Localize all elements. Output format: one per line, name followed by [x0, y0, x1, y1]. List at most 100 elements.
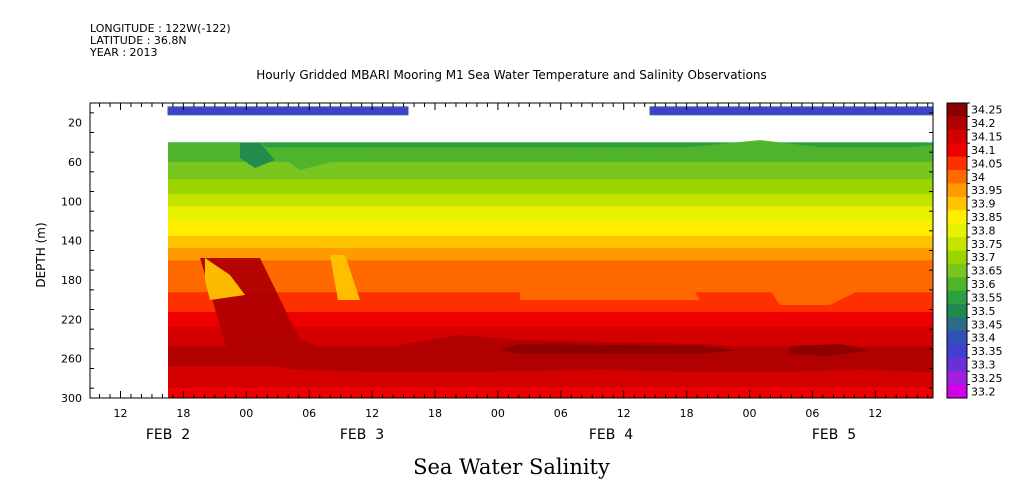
colorbar-swatch: [947, 143, 967, 158]
x-tick-label: 12: [114, 407, 128, 420]
colorbar-swatch: [947, 263, 967, 278]
contour-band: [168, 383, 933, 387]
colorbar-swatch: [947, 116, 967, 131]
y-tick-label: 300: [61, 392, 82, 405]
x-tick-label: 06: [805, 407, 819, 420]
colorbar-label: 33.6: [971, 278, 996, 291]
contour-band: [168, 314, 933, 318]
contour-band: [168, 193, 933, 198]
contour-band: [168, 378, 933, 382]
contour-band: [168, 339, 933, 343]
contour-band: [168, 166, 933, 170]
colorbar-swatch: [947, 103, 967, 117]
contour-band: [168, 201, 933, 205]
colorbar-swatch: [947, 384, 967, 399]
contour-band: [168, 144, 933, 148]
colorbar-swatch: [947, 250, 967, 265]
contour-feature: [330, 255, 360, 300]
colorbar-swatch: [947, 170, 967, 184]
y-tick-label: 260: [61, 353, 82, 366]
contour-band: [168, 218, 933, 222]
contour-feature: [168, 140, 933, 170]
contour-band: [168, 211, 933, 215]
colorbar-swatch: [947, 196, 967, 211]
x-tick-label: 18: [176, 407, 190, 420]
y-tick-label: 60: [68, 156, 82, 169]
x-axis-title: Sea Water Salinity: [413, 455, 610, 479]
contour-band: [168, 189, 933, 193]
contour-feature: [500, 344, 740, 354]
x-tick-label: 12: [868, 407, 882, 420]
contour-band: [168, 324, 933, 328]
contour-band: [168, 233, 933, 237]
contour-band: [168, 380, 933, 384]
colorbar-swatch: [947, 277, 967, 292]
colorbar-swatch: [947, 237, 967, 251]
contour-band: [168, 375, 933, 379]
contour-feature: [520, 270, 700, 300]
contour-band: [168, 238, 933, 242]
latitude-label: LATITUDE : 36.8N: [90, 34, 187, 47]
contour-band: [168, 245, 933, 249]
contour-band: [168, 221, 933, 225]
contour-band: [168, 191, 933, 195]
contour-band: [168, 171, 933, 175]
contour-band: [168, 302, 933, 306]
contour-band: [168, 373, 933, 377]
colorbar-label: 33.75: [971, 238, 1003, 251]
contour-band: [168, 230, 933, 234]
colorbar-swatch: [947, 304, 967, 318]
colorbar-swatch: [947, 330, 967, 345]
colorbar-label: 33.45: [971, 318, 1003, 331]
contour-band: [168, 142, 933, 146]
x-tick-label: 06: [302, 407, 316, 420]
contour-band: [168, 336, 933, 340]
colorbar-swatch: [947, 290, 967, 305]
contour-band: [168, 208, 933, 212]
colorbar-swatch: [947, 344, 967, 359]
contour-band: [168, 235, 933, 239]
contour-band: [168, 370, 933, 375]
contour-band: [168, 255, 933, 259]
contour-band: [168, 321, 933, 325]
colorbar-label: 34: [971, 171, 985, 184]
contour-band: [168, 331, 933, 335]
contour-band: [168, 252, 933, 257]
contour-band: [168, 203, 933, 207]
contour-band: [168, 196, 933, 200]
contour-feature: [240, 143, 275, 168]
contour-band: [168, 228, 933, 232]
y-axis-label: DEPTH (m): [34, 222, 48, 287]
x-tick-label: 00: [491, 407, 505, 420]
colorbar-swatch: [947, 210, 967, 225]
colorbar-label: 33.5: [971, 305, 996, 318]
contour-band: [168, 159, 933, 163]
contour-feature: [770, 262, 860, 305]
colorbar-label: 34.2: [971, 117, 996, 130]
colorbar-label: 33.25: [971, 372, 1003, 385]
contour-band: [168, 176, 933, 180]
contour-band: [168, 257, 933, 261]
colorbar-swatch: [947, 183, 967, 198]
x-tick-label: 00: [239, 407, 253, 420]
contour-band: [168, 216, 933, 220]
contour-band: [168, 299, 933, 303]
colorbar-label: 33.85: [971, 211, 1003, 224]
contour-band: [168, 260, 933, 264]
colorbar-swatch: [947, 129, 967, 144]
contour-band: [168, 198, 933, 202]
contour-band: [168, 390, 933, 394]
colorbar-label: 33.4: [971, 332, 996, 345]
contour-band: [168, 265, 933, 269]
contour-band: [168, 223, 933, 227]
x-date-label: FEB 5: [812, 427, 856, 443]
contour-band: [168, 385, 933, 389]
colorbar-label: 33.9: [971, 198, 996, 211]
colorbar-label: 34.05: [971, 157, 1003, 170]
year-label: YEAR : 2013: [90, 46, 158, 59]
contour-band: [168, 319, 933, 323]
colorbar-label: 33.95: [971, 184, 1003, 197]
y-tick-label: 220: [61, 313, 82, 326]
colorbar-label: 34.25: [971, 104, 1003, 117]
